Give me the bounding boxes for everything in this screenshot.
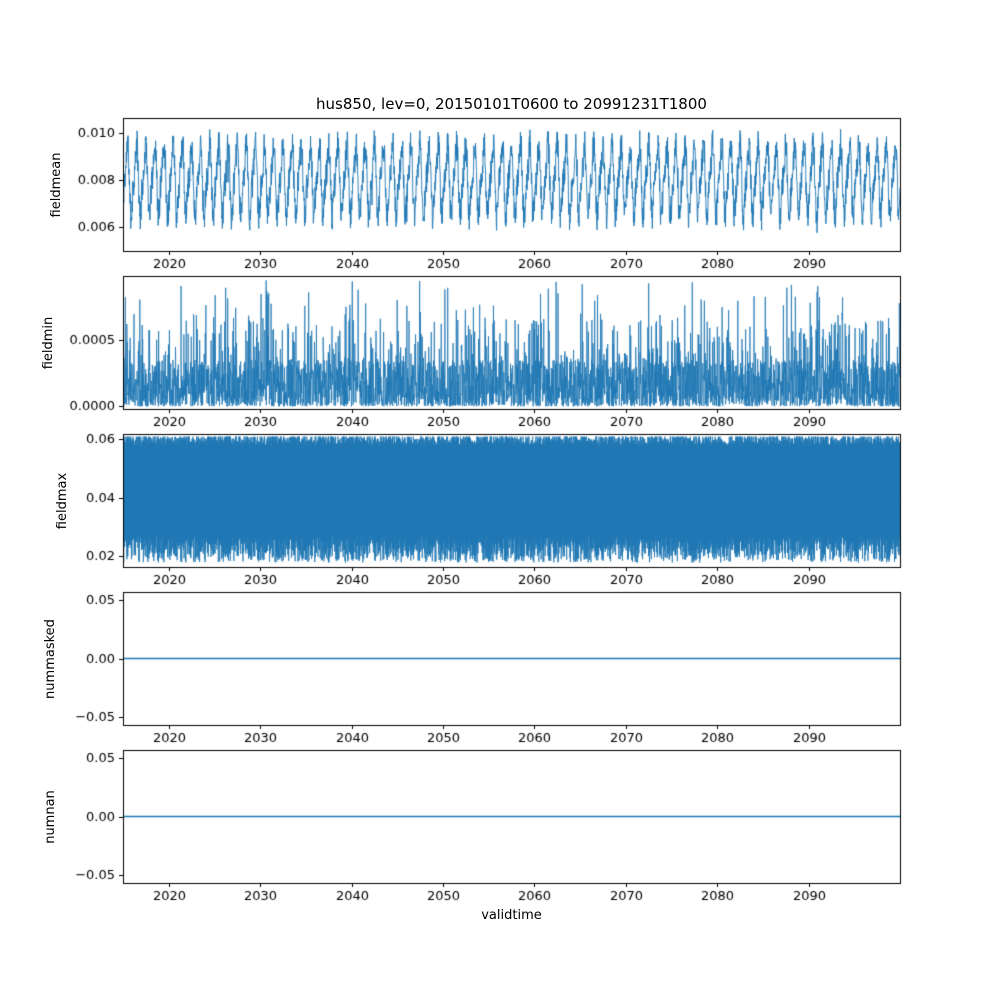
ylabel-nummasked: nummasked <box>43 619 58 699</box>
ylabel-fieldmax: fieldmax <box>55 472 70 530</box>
ylabel-numnan: numnan <box>43 790 58 844</box>
ylabel-fieldmin: fieldmin <box>41 316 56 370</box>
ylabel-fieldmean: fieldmean <box>49 152 64 218</box>
figure-title: hus850, lev=0, 20150101T0600 to 20991231… <box>316 95 707 113</box>
xlabel-validtime: validtime <box>481 908 542 923</box>
